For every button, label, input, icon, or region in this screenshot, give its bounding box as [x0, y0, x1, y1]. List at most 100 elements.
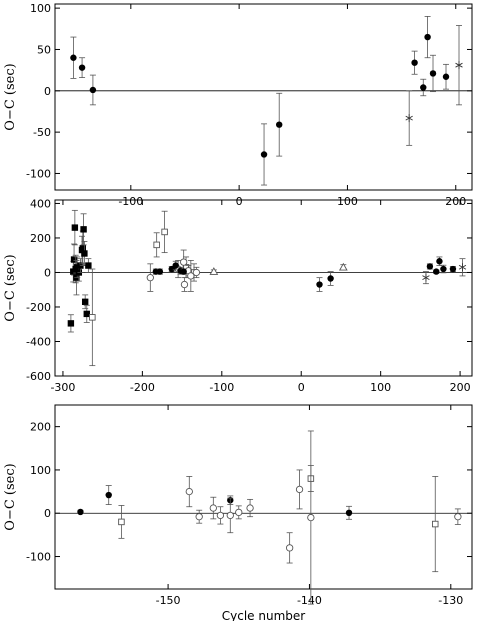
x-tick-label: 0: [298, 381, 305, 394]
series-filled-circle: [77, 485, 353, 520]
marker-filled-square: [81, 250, 88, 257]
marker-filled-square: [81, 298, 89, 306]
y-axis-label: O−C (sec): [3, 463, 18, 530]
marker-open-square: [118, 518, 125, 526]
marker-open-circle: [295, 485, 304, 494]
y-axis-label: O−C (sec): [3, 254, 18, 321]
y-tick-label: 50: [37, 43, 51, 56]
y-axis-label: O−C (sec): [3, 63, 18, 130]
marker-open-circle: [192, 268, 201, 277]
x-tick-label: -140: [297, 594, 322, 607]
marker-filled-square: [70, 256, 78, 263]
marker-filled-circle: [449, 265, 457, 273]
marker-open-circle: [246, 504, 254, 512]
plot-frame: [54, 3, 473, 191]
x-tick-label: -300: [50, 381, 75, 394]
marker-open-square: [89, 314, 96, 321]
marker-filled-circle: [426, 263, 434, 270]
marker-filled-circle: [156, 268, 164, 275]
series-filled-circle: [152, 256, 457, 292]
marker-filled-circle: [89, 86, 97, 94]
marker-filled-circle: [327, 275, 334, 282]
marker-filled-circle: [78, 64, 86, 71]
plot-frame: [54, 404, 473, 590]
series-filled-circle: [70, 15, 450, 186]
marker-filled-circle: [424, 33, 431, 41]
marker-asterisk: [455, 61, 463, 70]
series-open-triangle: [209, 262, 348, 275]
marker-filled-circle: [180, 268, 187, 275]
y-tick-label: 100: [30, 464, 51, 477]
marker-open-square: [153, 241, 160, 249]
series-open-square: [118, 465, 439, 573]
marker-asterisk: [405, 114, 413, 123]
marker-filled-circle: [440, 265, 447, 273]
marker-open-triangle: [209, 267, 219, 275]
marker-asterisk: [458, 263, 467, 272]
y-tick-label: 200: [30, 421, 51, 434]
y-tick-label: 400: [30, 197, 51, 210]
marker-filled-circle: [316, 281, 323, 288]
marker-filled-square: [71, 224, 79, 231]
marker-filled-circle: [411, 59, 418, 66]
marker-open-square: [431, 520, 439, 528]
marker-open-circle: [180, 258, 188, 266]
marker-filled-circle: [172, 262, 179, 269]
marker-filled-square: [83, 310, 90, 318]
marker-open-circle: [185, 487, 193, 496]
marker-filled-square: [67, 320, 75, 327]
series-filled-square: [67, 209, 92, 333]
marker-open-triangle: [338, 262, 348, 271]
y-tick-label: 100: [30, 2, 51, 15]
marker-open-circle: [307, 513, 315, 522]
marker-open-circle: [235, 508, 243, 517]
marker-filled-circle: [442, 73, 450, 80]
chart-panel-3: -100 0 100 200 -150 -140 -130 O−C (sec) Cycle nu…: [3, 404, 473, 621]
marker-filled-square: [80, 226, 87, 233]
x-tick-label: -100: [209, 381, 234, 394]
series-open-square: [89, 210, 198, 367]
marker-open-square: [161, 228, 168, 236]
y-tick-label: 0: [44, 85, 51, 98]
marker-filled-circle: [433, 268, 440, 275]
y-tick-label: -100: [26, 551, 51, 564]
marker-open-circle: [195, 513, 203, 521]
marker-filled-circle: [260, 151, 268, 158]
marker-filled-circle: [429, 70, 437, 77]
x-tick-label: -200: [130, 381, 155, 394]
series-open-circle: [185, 430, 462, 605]
x-tick-label: -130: [438, 594, 463, 607]
marker-filled-circle: [420, 84, 427, 91]
marker-open-circle: [180, 280, 189, 289]
y-tick-label: -100: [26, 167, 51, 180]
marker-filled-square: [85, 262, 92, 269]
marker-filled-circle: [276, 121, 283, 128]
marker-open-circle: [146, 273, 154, 282]
marker-filled-circle: [77, 508, 84, 516]
marker-filled-square: [79, 245, 86, 252]
marker-open-circle: [454, 513, 462, 521]
x-tick-label: 0: [236, 195, 243, 208]
marker-filled-circle: [436, 258, 443, 265]
x-tick-label: 200: [445, 195, 466, 208]
y-tick-label: 200: [30, 232, 51, 245]
marker-asterisk: [422, 273, 430, 282]
y-tick-label: 0: [44, 266, 51, 279]
x-tick-label: -100: [118, 195, 143, 208]
x-tick-label: 100: [370, 381, 391, 394]
y-tick-label: -200: [26, 301, 51, 314]
x-tick-label: -150: [156, 594, 181, 607]
marker-open-circle: [187, 272, 195, 280]
y-tick-label: 0: [44, 507, 51, 520]
marker-open-circle: [209, 504, 217, 512]
chart-panel-1: -100 -50 0 50 100 -100 0 100 200 O−C (sec): [3, 2, 473, 208]
x-tick-label: 100: [337, 195, 358, 208]
marker-open-circle: [216, 511, 225, 520]
series-asterisk: [422, 258, 467, 285]
plot-frame: [54, 199, 473, 377]
marker-filled-circle: [345, 509, 353, 517]
y-tick-label: -600: [26, 370, 51, 383]
marker-filled-circle: [70, 54, 77, 61]
marker-open-circle: [286, 544, 294, 552]
